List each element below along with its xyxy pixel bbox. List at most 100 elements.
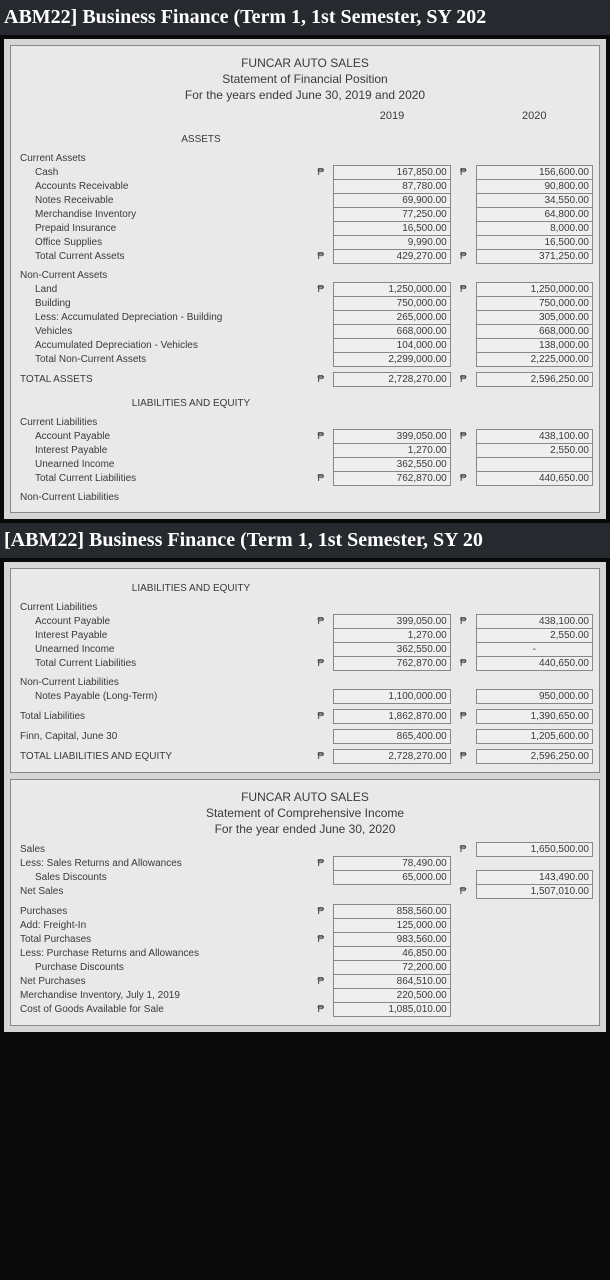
sci-sales-label: Sales	[17, 842, 308, 856]
sci-cogas-val: 1,085,010.00	[334, 1002, 450, 1016]
peso-sym: ₱	[450, 656, 476, 670]
sci-ns-label: Net Sales	[17, 884, 308, 898]
company-name: FUNCAR AUTO SALES	[17, 56, 593, 70]
row2-ui-label: Unearned Income	[17, 642, 308, 656]
sci-sd-label: Sales Discounts	[17, 870, 308, 884]
row2-tle-label: TOTAL LIABILITIES AND EQUITY	[17, 749, 308, 763]
peso-sym: ₱	[308, 249, 334, 263]
row-cash-2020: 156,600.00	[476, 165, 592, 179]
row-ui-2020	[476, 457, 592, 471]
row-nr-2020: 34,550.00	[476, 193, 592, 207]
peso-sym: ₱	[308, 856, 334, 870]
panel-sofp: FUNCAR AUTO SALES Statement of Financial…	[4, 39, 606, 519]
sci-title: Statement of Comprehensive Income	[17, 806, 593, 820]
peso-sym: ₱	[308, 471, 334, 485]
sci-sd-tot: 143,490.00	[476, 870, 592, 884]
row-pi-2020: 8,000.00	[476, 221, 592, 235]
row-adbldg-2020: 305,000.00	[476, 310, 592, 324]
panel-lower: LIABILITIES AND EQUITY Current Liabiliti…	[4, 562, 606, 1032]
peso-sym: ₱	[450, 249, 476, 263]
row-ap-2020: 438,100.00	[476, 429, 592, 443]
row-land-label: Land	[17, 282, 308, 296]
peso-sym: ₱	[450, 471, 476, 485]
sheet-sci: FUNCAR AUTO SALES Statement of Comprehen…	[10, 779, 600, 1026]
sci-np-val: 864,510.00	[334, 974, 450, 988]
row-tnca-label: Total Non-Current Assets	[17, 352, 308, 366]
row2-ip-2019: 1,270.00	[334, 628, 450, 642]
peso-sym: ₱	[308, 282, 334, 296]
row-ap-2019: 399,050.00	[334, 429, 450, 443]
row-ap-label: Account Payable	[17, 429, 308, 443]
row-tcl-2019: 762,870.00	[334, 471, 450, 485]
sci-lpra-label: Less: Purchase Returns and Allowances	[17, 946, 308, 960]
ncl-heading-cut: Non-Current Liabilities	[17, 491, 308, 504]
row-ui-2019: 362,550.00	[334, 457, 450, 471]
peso-sym: ₱	[450, 282, 476, 296]
sci-np-label: Net Purchases	[17, 974, 308, 988]
row2-tl-label: Total Liabilities	[17, 709, 308, 723]
course-header-top: ABM22] Business Finance (Term 1, 1st Sem…	[0, 0, 610, 35]
sci-fi-label: Add: Freight-In	[17, 918, 308, 932]
peso-sym: ₱	[308, 709, 334, 723]
row-cash-label: Cash	[17, 165, 308, 179]
row-os-2019: 9,990.00	[334, 235, 450, 249]
row2-tl-2019: 1,862,870.00	[334, 709, 450, 723]
peso-sym: ₱	[308, 614, 334, 628]
row-ta-label: TOTAL ASSETS	[17, 372, 308, 386]
row2-finn-label: Finn, Capital, June 30	[17, 729, 308, 743]
sci-tp-label: Total Purchases	[17, 932, 308, 946]
current-assets-heading: Current Assets	[17, 152, 308, 165]
row-mi-2019: 77,250.00	[334, 207, 450, 221]
row-tcl-label: Total Current Liabilities	[17, 471, 308, 485]
peso-sym: ₱	[308, 429, 334, 443]
sci-lsra-label: Less: Sales Returns and Allowances	[17, 856, 308, 870]
le-heading: LIABILITIES AND EQUITY	[17, 392, 308, 410]
peso-sym: ₱	[450, 884, 476, 898]
sci-cogas-label: Cost of Goods Available for Sale	[17, 1002, 308, 1016]
row-nr-2019: 69,900.00	[334, 193, 450, 207]
sci-tp-val: 983,560.00	[334, 932, 450, 946]
sci-mij-label: Merchandise Inventory, July 1, 2019	[17, 988, 308, 1002]
row2-ip-2020: 2,550.00	[476, 628, 592, 642]
row-veh-2020: 668,000.00	[476, 324, 592, 338]
row-ip-2019: 1,270.00	[334, 443, 450, 457]
row-adveh-label: Accumulated Depreciation - Vehicles	[17, 338, 308, 352]
sheet-sofp-cont: LIABILITIES AND EQUITY Current Liabiliti…	[10, 568, 600, 773]
sci-pur-val: 858,560.00	[334, 904, 450, 918]
row2-tl-2020: 1,390,650.00	[476, 709, 592, 723]
sci-pd-label: Purchase Discounts	[17, 960, 308, 974]
row2-tcl-label: Total Current Liabilities	[17, 656, 308, 670]
peso-sym: ₱	[450, 709, 476, 723]
row2-ui-2020: -	[476, 642, 592, 656]
peso-sym: ₱	[450, 749, 476, 763]
row-ip-label: Interest Payable	[17, 443, 308, 457]
row2-tle-2020: 2,596,250.00	[476, 749, 592, 763]
row-tca-2019: 429,270.00	[334, 249, 450, 263]
row-os-label: Office Supplies	[17, 235, 308, 249]
row-mi-label: Merchandise Inventory	[17, 207, 308, 221]
ncl-heading: Non-Current Liabilities	[17, 676, 308, 689]
sci-pd-val: 72,200.00	[334, 960, 450, 974]
row-os-2020: 16,500.00	[476, 235, 592, 249]
cl-heading-2: Current Liabilities	[17, 601, 308, 614]
sheet-sofp: FUNCAR AUTO SALES Statement of Financial…	[10, 45, 600, 513]
row-ar-2020: 90,800.00	[476, 179, 592, 193]
row-tnca-2020: 2,225,000.00	[476, 352, 592, 366]
le-heading-2: LIABILITIES AND EQUITY	[17, 577, 308, 595]
row-ta-2019: 2,728,270.00	[334, 372, 450, 386]
assets-heading: ASSETS	[17, 128, 308, 146]
row-land-2019: 1,250,000.00	[334, 282, 450, 296]
row-ta-2020: 2,596,250.00	[476, 372, 592, 386]
row-adbldg-2019: 265,000.00	[334, 310, 450, 324]
row-ar-2019: 87,780.00	[334, 179, 450, 193]
statement-period: For the years ended June 30, 2019 and 20…	[17, 88, 593, 102]
row2-finn-2019: 865,400.00	[334, 729, 450, 743]
peso-sym: ₱	[308, 904, 334, 918]
sci-table: Sales ₱ 1,650,500.00 Less: Sales Returns…	[17, 842, 593, 1017]
peso-sym: ₱	[308, 1002, 334, 1016]
course-header-mid: [ABM22] Business Finance (Term 1, 1st Se…	[0, 523, 610, 558]
sci-fi-val: 125,000.00	[334, 918, 450, 932]
row2-ap-2020: 438,100.00	[476, 614, 592, 628]
row-veh-label: Vehicles	[17, 324, 308, 338]
row2-tcl-2019: 762,870.00	[334, 656, 450, 670]
